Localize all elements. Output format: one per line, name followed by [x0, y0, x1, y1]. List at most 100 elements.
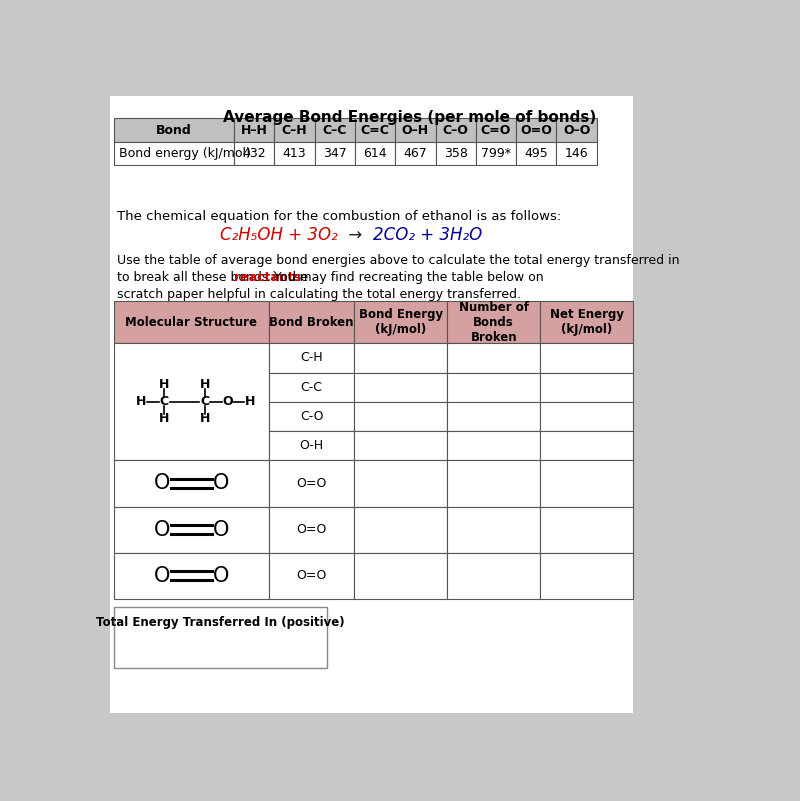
Text: 495: 495: [525, 147, 548, 159]
FancyBboxPatch shape: [435, 142, 476, 165]
FancyBboxPatch shape: [355, 142, 395, 165]
Text: 413: 413: [282, 147, 306, 159]
FancyBboxPatch shape: [269, 402, 354, 431]
FancyBboxPatch shape: [447, 553, 540, 599]
FancyBboxPatch shape: [540, 431, 634, 461]
FancyBboxPatch shape: [447, 301, 540, 344]
Text: C₂H₅OH + 3O₂: C₂H₅OH + 3O₂: [220, 227, 338, 244]
Text: Total Energy Transferred In (positive): Total Energy Transferred In (positive): [96, 615, 345, 629]
FancyBboxPatch shape: [395, 142, 435, 165]
FancyBboxPatch shape: [274, 142, 314, 165]
FancyBboxPatch shape: [114, 301, 269, 344]
FancyBboxPatch shape: [114, 344, 269, 461]
FancyBboxPatch shape: [354, 344, 447, 372]
FancyBboxPatch shape: [269, 506, 354, 553]
Text: O=O: O=O: [520, 123, 552, 136]
Text: H: H: [244, 396, 254, 409]
Text: O=O: O=O: [296, 570, 326, 582]
FancyBboxPatch shape: [516, 119, 557, 142]
FancyBboxPatch shape: [540, 553, 634, 599]
FancyBboxPatch shape: [540, 372, 634, 402]
FancyBboxPatch shape: [476, 142, 516, 165]
FancyBboxPatch shape: [269, 553, 354, 599]
FancyBboxPatch shape: [114, 142, 234, 165]
FancyBboxPatch shape: [354, 372, 447, 402]
Text: O: O: [213, 566, 229, 586]
FancyBboxPatch shape: [355, 119, 395, 142]
Text: H: H: [136, 396, 146, 409]
FancyBboxPatch shape: [557, 119, 597, 142]
FancyBboxPatch shape: [269, 461, 354, 506]
Text: H: H: [199, 378, 210, 392]
FancyBboxPatch shape: [447, 344, 540, 372]
Text: 2CO₂ + 3H₂O: 2CO₂ + 3H₂O: [373, 227, 482, 244]
FancyBboxPatch shape: [447, 506, 540, 553]
FancyBboxPatch shape: [395, 119, 435, 142]
Text: C: C: [200, 396, 209, 409]
FancyBboxPatch shape: [114, 461, 269, 506]
Text: 432: 432: [242, 147, 266, 159]
Text: 799*: 799*: [481, 147, 511, 159]
FancyBboxPatch shape: [540, 506, 634, 553]
Text: Number of
Bonds
Broken: Number of Bonds Broken: [458, 300, 529, 344]
Text: O: O: [213, 473, 229, 493]
Text: H: H: [159, 413, 170, 425]
FancyBboxPatch shape: [557, 142, 597, 165]
FancyBboxPatch shape: [269, 431, 354, 461]
FancyBboxPatch shape: [540, 402, 634, 431]
FancyBboxPatch shape: [354, 431, 447, 461]
Text: C-C: C-C: [301, 380, 322, 393]
Text: C: C: [160, 396, 169, 409]
FancyBboxPatch shape: [274, 119, 314, 142]
FancyBboxPatch shape: [354, 402, 447, 431]
FancyBboxPatch shape: [314, 119, 355, 142]
Text: 614: 614: [363, 147, 387, 159]
FancyBboxPatch shape: [516, 142, 557, 165]
Text: Molecular Structure: Molecular Structure: [126, 316, 258, 328]
Text: 467: 467: [403, 147, 427, 159]
Text: Net Energy
(kJ/mol): Net Energy (kJ/mol): [550, 308, 624, 336]
FancyBboxPatch shape: [314, 142, 355, 165]
Text: O: O: [222, 396, 233, 409]
Text: 347: 347: [323, 147, 346, 159]
FancyBboxPatch shape: [354, 461, 447, 506]
Text: Use the table of average bond energies above to calculate the total energy trans: Use the table of average bond energies a…: [117, 255, 679, 268]
FancyBboxPatch shape: [354, 506, 447, 553]
Text: O: O: [154, 473, 170, 493]
FancyBboxPatch shape: [269, 344, 354, 372]
FancyBboxPatch shape: [540, 301, 634, 344]
Text: to break all these bonds in the: to break all these bonds in the: [117, 272, 312, 284]
FancyBboxPatch shape: [114, 553, 269, 599]
FancyBboxPatch shape: [447, 431, 540, 461]
FancyBboxPatch shape: [354, 553, 447, 599]
Text: C=C: C=C: [361, 123, 390, 136]
Text: Bond energy (kJ/mol): Bond energy (kJ/mol): [119, 147, 251, 159]
FancyBboxPatch shape: [354, 301, 447, 344]
Text: H: H: [159, 378, 170, 392]
FancyBboxPatch shape: [540, 344, 634, 372]
Text: C–H: C–H: [282, 123, 307, 136]
Text: O: O: [213, 520, 229, 540]
Text: . You may find recreating the table below on: . You may find recreating the table belo…: [266, 272, 544, 284]
Text: O: O: [154, 520, 170, 540]
Text: H–H: H–H: [241, 123, 268, 136]
Text: Bond: Bond: [156, 123, 192, 136]
FancyBboxPatch shape: [234, 119, 274, 142]
Text: O–H: O–H: [402, 123, 429, 136]
FancyBboxPatch shape: [234, 142, 274, 165]
FancyBboxPatch shape: [476, 119, 516, 142]
Text: C-H: C-H: [300, 352, 323, 364]
Text: Average Bond Energies (per mole of bonds): Average Bond Energies (per mole of bonds…: [223, 111, 597, 125]
FancyBboxPatch shape: [114, 606, 327, 668]
Text: O=O: O=O: [296, 523, 326, 536]
FancyBboxPatch shape: [435, 119, 476, 142]
Text: C–C: C–C: [322, 123, 347, 136]
Text: Bond Energy
(kJ/mol): Bond Energy (kJ/mol): [358, 308, 442, 336]
Text: The chemical equation for the combustion of ethanol is as follows:: The chemical equation for the combustion…: [117, 210, 562, 223]
Text: O–O: O–O: [563, 123, 590, 136]
Text: 146: 146: [565, 147, 589, 159]
Text: O: O: [154, 566, 170, 586]
Text: C–O: C–O: [442, 123, 469, 136]
Text: scratch paper helpful in calculating the total energy transferred.: scratch paper helpful in calculating the…: [117, 288, 521, 301]
FancyBboxPatch shape: [110, 96, 634, 713]
